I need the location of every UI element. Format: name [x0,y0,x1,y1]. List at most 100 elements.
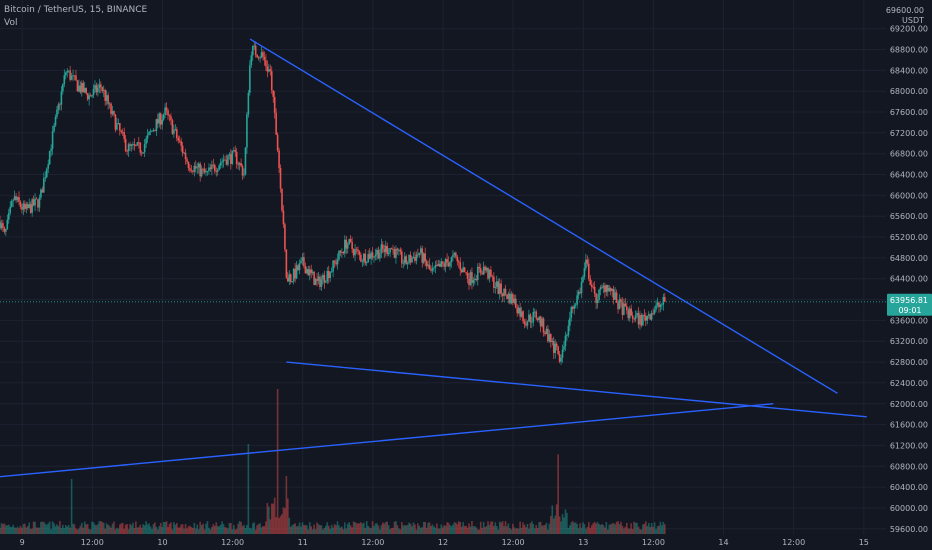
price-tick-label: 63200.00 [890,337,928,346]
candlesticks [0,41,666,365]
volume-bar [88,528,90,534]
candle-body [78,85,80,92]
candle-body [528,314,530,322]
price-axis[interactable]: 59600.00 60000.00 60400.00 60800.00 61200.00… [890,25,928,534]
volume-bar [130,525,133,534]
volume-bar [528,528,530,534]
candle-body [608,287,611,292]
volume-label[interactable]: Vol [4,18,18,28]
volume-bar [200,524,203,534]
volume-bar [13,527,16,534]
volume-bar [598,523,600,534]
candle-body [67,70,70,72]
candle-body [504,288,507,295]
current-price-tag: 63956.81 09:01 [887,293,932,316]
volume-bar [409,523,412,534]
candle-body [444,259,447,267]
candle-body [590,284,593,287]
candle-body [373,256,375,258]
candle-body [456,256,459,262]
volume-bar [618,524,621,534]
candle-body [592,286,594,288]
candle-body [113,111,115,115]
volume-bar [481,527,483,534]
candle-body [240,163,242,167]
candle-body [211,164,213,170]
candle-body [406,263,409,265]
candle-body [471,272,473,283]
candle-body [193,165,196,172]
volume-bar [54,526,57,534]
volume-bar [507,523,510,534]
candle-body [443,263,445,267]
volume-bar [282,507,285,534]
volume-bar [355,523,358,534]
volume-bar [434,527,437,534]
volume-bar [418,525,421,534]
volume-bar [164,522,166,534]
volume-bar [542,525,545,534]
volume-bar [162,521,165,534]
candle-body [441,261,444,264]
trendline-upper [249,38,838,394]
time-tick-label: 12:00 [221,538,244,547]
candle-body [617,302,619,310]
candle-body [640,315,643,326]
time-axis[interactable]: 9 12:00 10 12:00 11 12:00 12 12:00 13 12:00 14 12:0… [20,538,869,547]
price-tick-label: 66800.00 [890,150,928,159]
candle-body [50,148,52,152]
time-tick-label: 12:00 [782,538,805,547]
candle-body [493,276,495,288]
volume-bar [126,524,128,534]
volume-bar [643,523,646,534]
volume-bar [441,527,444,534]
candle-body [155,119,158,132]
candle-body [341,252,343,253]
candle-body [298,263,301,271]
volume-bar [148,523,150,534]
symbol-title[interactable]: Bitcoin / TetherUS, 15, BINANCE [4,5,148,15]
candle-body [292,268,295,282]
volume-bar [311,529,314,534]
price-tick-label: 62000.00 [890,400,928,409]
candle-body [133,144,136,146]
candle-body [438,263,441,267]
candle-body [490,269,492,277]
volume-bar [386,521,388,534]
candle-body [63,75,66,85]
candle-body [41,189,44,193]
volume-bar [531,521,533,534]
candle-body [491,276,494,278]
volume-bar [589,527,592,534]
volume-bar [28,522,31,534]
volume-bar [580,527,583,534]
volume-bar [658,525,660,534]
volume-bar [567,528,570,534]
candle-body [190,170,193,172]
volume-bar [630,523,632,534]
candle-body [469,272,472,286]
volume-bar [105,523,108,534]
currency-label[interactable]: USDT [902,16,924,25]
candle-body [237,163,239,165]
candle-body [62,84,64,92]
candle-body [289,274,292,282]
candle-body [98,84,101,88]
candle-body [514,298,517,308]
candle-body [45,168,48,178]
volume-bar [519,521,521,534]
volume-bar [525,527,527,534]
candle-body [393,249,396,258]
volume-bar [484,527,486,534]
candle-body [367,254,369,263]
candle-body [390,248,393,250]
volume-bar [406,524,409,534]
volume-bar [621,525,624,534]
volume-bar [138,527,140,534]
trendlines[interactable] [0,38,867,478]
candle-body [481,272,483,275]
volume-bar [219,524,222,534]
candle-body [40,189,42,198]
candle-body [360,254,362,262]
